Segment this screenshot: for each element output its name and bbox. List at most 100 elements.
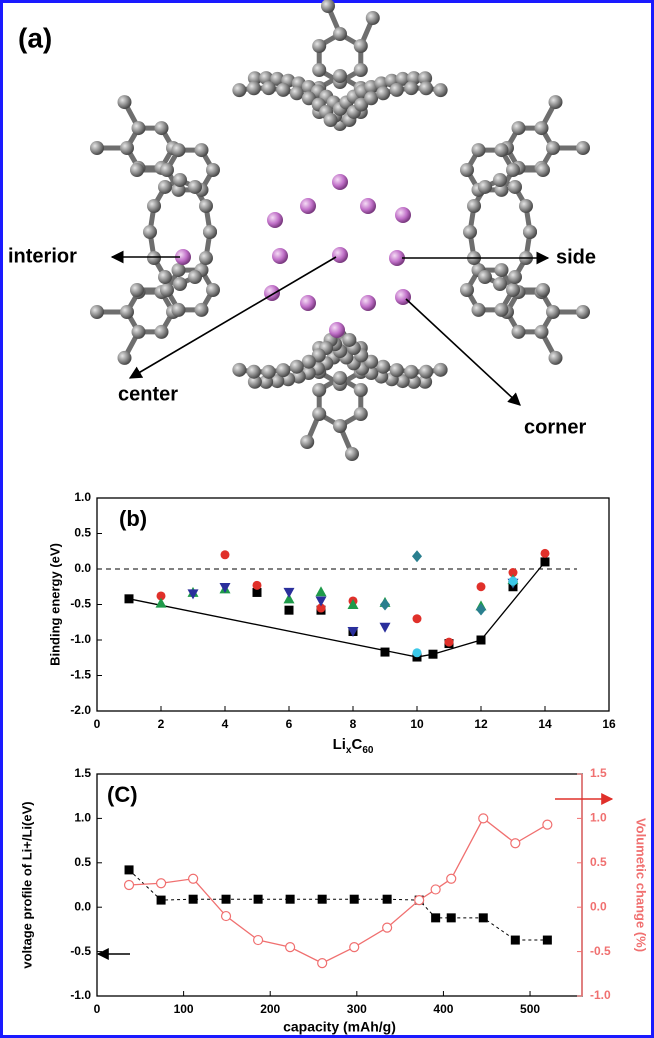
marker: [285, 606, 294, 615]
carbon-atom: [118, 351, 132, 365]
carbon-atom: [478, 180, 492, 194]
marker: [447, 874, 456, 883]
carbon-atom: [493, 173, 507, 187]
x-tick-label: 14: [538, 717, 552, 731]
carbon-atom: [472, 143, 486, 157]
y-axis-label: voltage profile of Li+/Li(eV): [19, 801, 34, 968]
marker: [318, 895, 327, 904]
carbon-atom: [506, 163, 520, 177]
marker: [189, 874, 198, 883]
marker: [541, 549, 550, 558]
marker: [125, 865, 134, 874]
y-tick-label: -0.5: [70, 944, 91, 958]
carbon-atom: [535, 325, 549, 339]
carbon-atom: [262, 365, 276, 379]
carbon-atom: [354, 407, 368, 421]
marker: [541, 557, 550, 566]
marker: [318, 959, 327, 968]
carbon-atom: [290, 360, 304, 374]
lithium-atom: [272, 248, 288, 264]
marker: [447, 913, 456, 922]
marker: [125, 881, 134, 890]
carbon-atom: [321, 0, 335, 13]
x-tick-label: 100: [174, 1002, 194, 1016]
carbon-atom: [549, 95, 563, 109]
carbon-atom: [364, 91, 378, 105]
marker: [511, 839, 520, 848]
carbon-atom: [495, 303, 509, 317]
marker: [476, 603, 486, 615]
y-tick-label: 1.0: [74, 811, 91, 825]
x-tick-label: 300: [347, 1002, 367, 1016]
marker: [380, 623, 391, 633]
x-tick-label: 400: [433, 1002, 453, 1016]
lithium-atom: [332, 174, 348, 190]
y-tick-label: 0.5: [74, 526, 91, 540]
marker: [316, 596, 327, 606]
marker: [284, 588, 295, 598]
carbon-atom: [203, 225, 217, 239]
charts: 0246810121416-2.0-1.5-1.0-0.50.00.51.0(b…: [19, 490, 648, 1035]
marker: [413, 648, 422, 657]
marker: [254, 936, 263, 945]
y-tick-label: 1.5: [74, 766, 91, 780]
carbon-atom: [324, 113, 338, 127]
x-axis-label-part: 60: [362, 745, 374, 756]
carbon-atom: [147, 251, 161, 265]
carbon-atom: [232, 363, 246, 377]
series-line: [129, 818, 547, 963]
carbon-atom: [130, 283, 144, 297]
carbon-atom: [160, 163, 174, 177]
site-label: interior: [8, 245, 77, 267]
carbon-atom: [460, 163, 474, 177]
y-tick-label: -1.5: [70, 668, 91, 682]
carbon-atom: [312, 407, 326, 421]
carbon-atom: [434, 83, 448, 97]
x-axis-label: capacity (mAh/g): [283, 1019, 396, 1035]
marker: [543, 936, 552, 945]
carbon-atom: [535, 121, 549, 135]
lithium-atom: [300, 295, 316, 311]
carbon-atom: [390, 363, 404, 377]
carbon-atom: [195, 143, 209, 157]
plot-frame: [97, 774, 582, 996]
marker: [445, 638, 454, 647]
lithium-atom: [332, 247, 348, 263]
carbon-atom: [354, 63, 368, 77]
chart-label: (C): [107, 782, 138, 807]
marker: [350, 895, 359, 904]
carbon-atom: [354, 39, 368, 53]
site-label: center: [118, 383, 178, 405]
carbon-atom: [463, 225, 477, 239]
carbon-atom: [472, 303, 486, 317]
carbon-atom: [158, 270, 172, 284]
marker: [509, 577, 518, 586]
lithium-atom: [395, 207, 411, 223]
carbon-atom: [519, 199, 533, 213]
carbon-atom: [549, 351, 563, 365]
y2-tick-label: -0.5: [590, 944, 611, 958]
carbon-atom: [495, 143, 509, 157]
marker: [157, 879, 166, 888]
chart-label: (b): [119, 506, 147, 531]
carbon-atom: [376, 86, 390, 100]
carbon-atom: [118, 95, 132, 109]
marker: [254, 895, 263, 904]
y-tick-label: -0.5: [70, 597, 91, 611]
carbon-atom: [376, 360, 390, 374]
x-tick-label: 0: [94, 717, 101, 731]
marker: [381, 648, 390, 657]
marker: [412, 550, 422, 562]
carbon-atom: [576, 305, 590, 319]
x-tick-label: 10: [410, 717, 424, 731]
lithium-atom: [360, 295, 376, 311]
y-tick-label: -1.0: [70, 632, 91, 646]
carbon-atom: [160, 283, 174, 297]
carbon-atom: [345, 447, 359, 461]
y-tick-label: -1.0: [70, 988, 91, 1002]
y-axis-label: Binding energy (eV): [47, 543, 62, 666]
marker: [222, 912, 231, 921]
carbon-atom: [493, 277, 507, 291]
carbon-atom: [188, 270, 202, 284]
carbon-atom: [120, 305, 134, 319]
